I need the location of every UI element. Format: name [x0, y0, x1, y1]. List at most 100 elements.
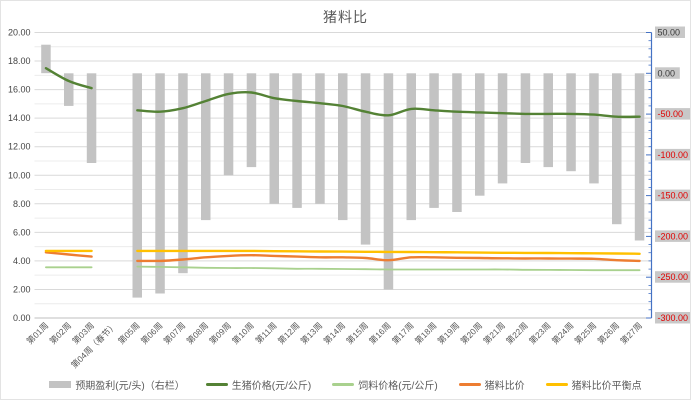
bar-week-7[interactable]	[178, 73, 188, 274]
x-tick-week-24: 第24周	[550, 320, 576, 346]
bar-week-24[interactable]	[566, 73, 576, 172]
line-series-breakeven-point[interactable]	[44, 249, 641, 255]
bar-week-19[interactable]	[452, 73, 462, 212]
x-tick-week-9: 第09周	[207, 320, 233, 346]
bar-week-18[interactable]	[429, 73, 439, 208]
legend-label-pig-price: 生猪价格(元/公斤)	[231, 381, 312, 392]
bar-week-6[interactable]	[155, 73, 165, 294]
x-tick-week-2: 第02周	[47, 320, 73, 346]
bar-week-13[interactable]	[315, 73, 325, 204]
right-tick-0.00: 0.00	[658, 68, 676, 78]
bar-week-9[interactable]	[223, 73, 234, 176]
x-tick-week-8: 第08周	[184, 320, 210, 346]
x-axis-labels[interactable]: 第01周第02周第03周第04周（春节）第05周第06周第07周第08周第09周…	[25, 320, 644, 370]
chart-title[interactable]: 猪料比	[323, 9, 368, 25]
pig-price-path[interactable]	[136, 90, 641, 119]
legend-item-expected-profit[interactable]: 预期盈利(元/头)（右栏）	[49, 377, 185, 392]
left-axis-labels[interactable]: 0.00 2.00 4.00 6.00 8.00 10.00 12.00 14.00 16.00…	[8, 28, 31, 324]
chart-legend: 预期盈利(元/头)（右栏） 生猪价格(元/公斤) 饲料价格(元/公斤) 猪料比价 猪料比…	[1, 377, 690, 392]
bar-week-2[interactable]	[64, 73, 74, 106]
x-tick-week-14: 第14周	[321, 320, 347, 346]
legend-swatch-pig-price	[205, 383, 228, 386]
right-tick--300.00: -300.00	[658, 313, 689, 323]
legend-item-pig-price[interactable]: 生猪价格(元/公斤)	[205, 377, 312, 392]
x-tick-week-22: 第22周	[504, 320, 530, 346]
legend-label-expected-profit: 预期盈利(元/头)（右栏）	[75, 381, 185, 392]
left-tick-10.00: 10.00	[8, 170, 31, 180]
right-tick--50.00: -50.00	[658, 109, 684, 119]
right-tick--200.00: -200.00	[658, 231, 689, 241]
pig-feed-ratio-path[interactable]	[44, 251, 93, 258]
bar-week-3[interactable]	[86, 73, 97, 163]
legend-item-feed-price[interactable]: 饲料价格(元/公斤)	[332, 377, 438, 392]
legend-label-breakeven-point: 猪料比价平衡点	[571, 381, 642, 392]
bar-week-20[interactable]	[475, 73, 485, 196]
pig-price-path[interactable]	[44, 67, 93, 90]
x-tick-week-23: 第23周	[527, 320, 553, 346]
x-tick-week-19: 第19周	[436, 320, 462, 346]
legend-swatch-expected-profit	[49, 381, 72, 388]
right-tick--100.00: -100.00	[658, 150, 689, 160]
x-tick-week-5: 第05周	[116, 320, 142, 346]
right-tick--150.00: -150.00	[658, 191, 689, 201]
x-tick-week-10: 第10周	[230, 320, 256, 346]
breakeven-point-path[interactable]	[136, 249, 641, 255]
right-tick-50.00: 50.00	[658, 28, 681, 38]
right-tick-bg	[655, 67, 680, 79]
line-series-pig-price[interactable]	[44, 67, 641, 119]
x-tick-week-11: 第11周	[253, 320, 278, 345]
x-tick-week-25: 第25周	[573, 320, 599, 346]
legend-swatch-feed-price	[332, 383, 355, 386]
bar-week-23[interactable]	[543, 73, 554, 168]
right-tick-bg	[655, 108, 690, 120]
bar-week-16[interactable]	[383, 73, 394, 290]
x-tick-week-26: 第26周	[595, 320, 621, 346]
left-tick-14.00: 14.00	[8, 113, 31, 123]
right-tick-bg	[655, 312, 690, 324]
legend-label-feed-price: 饲料价格(元/公斤)	[358, 381, 438, 392]
right-axis-labels[interactable]: 50.00 0.00 -50.00 -100.00 -150.00 -200.00 -250…	[655, 26, 691, 324]
x-tick-week-1: 第01周	[25, 320, 51, 346]
bar-week-22[interactable]	[520, 73, 531, 163]
bar-week-1[interactable]	[41, 44, 51, 74]
bar-week-8[interactable]	[201, 73, 211, 221]
x-tick-week-13: 第13周	[299, 320, 325, 346]
right-tick-bg	[655, 189, 690, 202]
legend-item-breakeven-point[interactable]: 猪料比价平衡点	[545, 377, 642, 392]
line-series-pig-feed-ratio[interactable]	[44, 251, 641, 263]
x-tick-week-12: 第12周	[276, 320, 302, 346]
bar-week-15[interactable]	[360, 73, 371, 245]
line-series-feed-price[interactable]	[45, 265, 641, 272]
x-tick-week-27: 第27周	[618, 320, 644, 346]
left-tick-2.00: 2.00	[13, 284, 31, 294]
x-tick-week-7: 第07周	[162, 320, 188, 346]
right-axis[interactable]	[646, 32, 653, 319]
left-tick-0.00: 0.00	[13, 313, 31, 323]
bar-week-10[interactable]	[246, 73, 257, 168]
x-tick-week-20: 第20周	[458, 320, 484, 346]
legend-swatch-breakeven-point	[545, 383, 568, 386]
bar-week-12[interactable]	[292, 73, 302, 208]
bar-series-expected-profit[interactable]	[41, 44, 645, 298]
bar-week-21[interactable]	[497, 73, 508, 184]
legend-item-pig-feed-ratio[interactable]: 猪料比价	[458, 377, 525, 392]
right-tick-bg	[655, 26, 685, 38]
bar-week-5[interactable]	[132, 73, 143, 298]
bar-week-17[interactable]	[406, 73, 417, 221]
bar-week-27[interactable]	[634, 73, 645, 241]
feed-price-path[interactable]	[136, 265, 641, 272]
left-tick-4.00: 4.00	[13, 256, 31, 266]
bar-week-26[interactable]	[612, 73, 622, 225]
bar-week-11[interactable]	[269, 73, 280, 204]
x-tick-week-17: 第17周	[390, 320, 416, 346]
x-tick-week-21: 第21周	[481, 320, 507, 346]
x-tick-week-6: 第06周	[139, 320, 165, 346]
left-tick-8.00: 8.00	[13, 199, 31, 209]
bar-week-14[interactable]	[338, 73, 348, 221]
x-tick-week-16: 第16周	[367, 320, 393, 346]
bar-week-25[interactable]	[589, 73, 599, 184]
legend-label-pig-feed-ratio: 猪料比价	[484, 381, 525, 392]
pig-feed-ratio-path[interactable]	[136, 254, 641, 263]
